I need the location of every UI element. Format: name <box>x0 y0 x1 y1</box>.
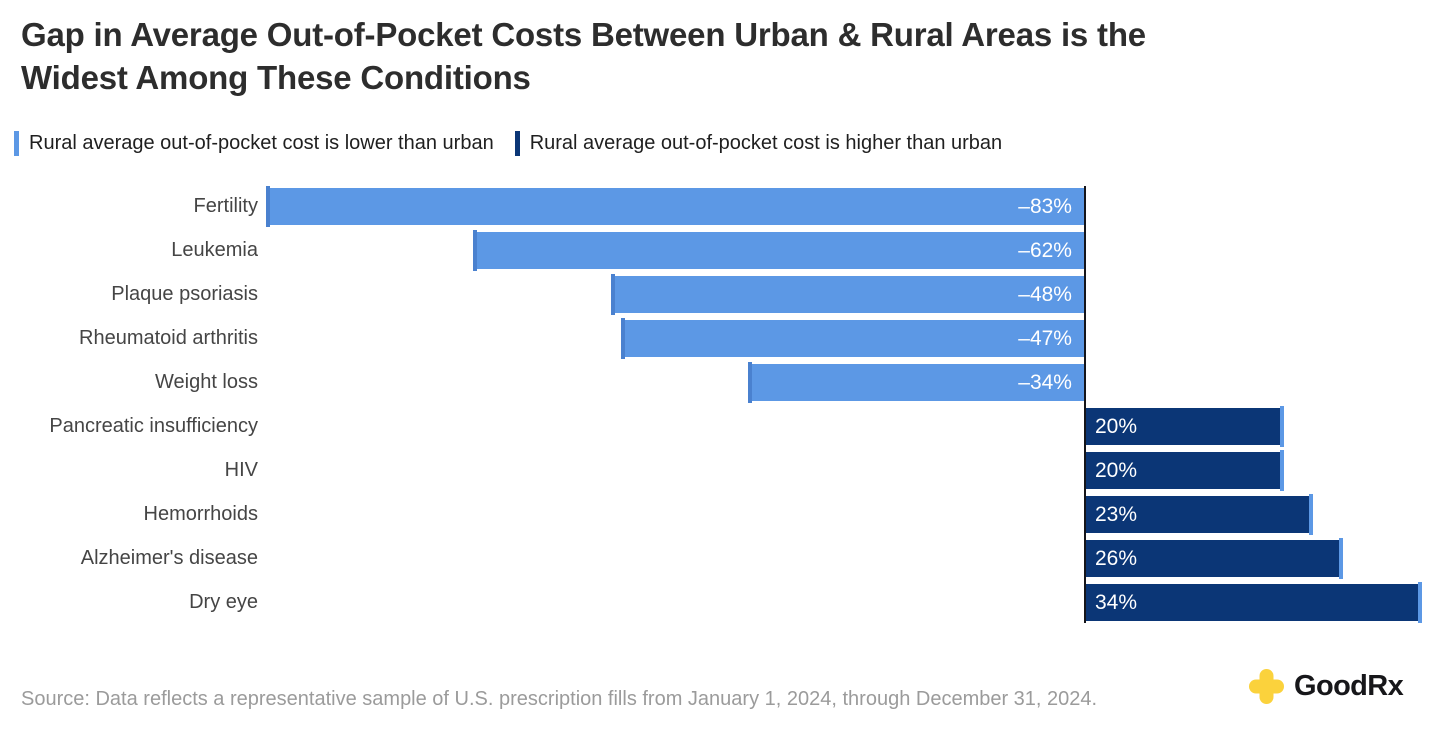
bar-value-label: –47% <box>1018 326 1072 350</box>
legend-item-lower: Rural average out-of-pocket cost is lowe… <box>14 131 494 156</box>
bar: 26% <box>1086 538 1343 579</box>
bar: –62% <box>472 230 1084 271</box>
bar-value-label: 34% <box>1095 590 1138 614</box>
bar-value-label: –48% <box>1018 282 1072 306</box>
bar: –34% <box>748 362 1084 403</box>
category-label: Dry eye <box>189 591 258 613</box>
legend-item-higher: Rural average out-of-pocket cost is high… <box>514 131 1003 156</box>
bar-end-cap <box>1338 538 1343 579</box>
bar-end-cap <box>472 230 477 271</box>
category-label: Hemorrhoids <box>143 503 258 525</box>
bar: –83% <box>266 186 1084 227</box>
bar-value-label: 23% <box>1095 502 1138 526</box>
bar-end-cap <box>620 318 625 359</box>
legend-label-lower: Rural average out-of-pocket cost is lowe… <box>29 132 494 154</box>
bar-value-label: 20% <box>1095 414 1138 438</box>
goodrx-logo: GoodRx <box>1246 666 1404 707</box>
category-label: Alzheimer's disease <box>80 547 258 569</box>
bar-end-cap <box>1279 450 1284 491</box>
bar: –48% <box>610 274 1084 315</box>
bar-end-cap <box>1279 406 1284 447</box>
bar: –47% <box>620 318 1084 359</box>
goodrx-cross-icon <box>1249 669 1284 704</box>
bar-end-cap <box>610 274 615 315</box>
category-label: Pancreatic insufficiency <box>49 415 258 437</box>
bar-value-label: –34% <box>1018 370 1072 394</box>
legend-marker-lower-icon <box>14 131 19 156</box>
bar-value-label: 20% <box>1095 458 1138 482</box>
bar-end-cap <box>1309 494 1314 535</box>
category-label: Leukemia <box>171 239 258 261</box>
category-label: Plaque psoriasis <box>111 283 258 305</box>
category-label: Fertility <box>193 195 258 217</box>
page-title-line-1: Gap in Average Out-of-Pocket Costs Betwe… <box>21 16 1146 53</box>
goodrx-wordmark: GoodRx <box>1294 670 1404 702</box>
bar: 20% <box>1086 450 1284 491</box>
category-label: Rheumatoid arthritis <box>79 327 258 349</box>
bar-end-cap <box>266 186 271 227</box>
legend: Rural average out-of-pocket cost is lowe… <box>14 131 1002 156</box>
bar-value-label: –83% <box>1018 194 1072 218</box>
page-title-line-2: Widest Among These Conditions <box>21 59 531 96</box>
bar: 20% <box>1086 406 1284 447</box>
bar-value-label: –62% <box>1018 238 1072 262</box>
source-note: Source: Data reflects a representative s… <box>21 688 1098 710</box>
bar: 23% <box>1086 494 1314 535</box>
legend-label-higher: Rural average out-of-pocket cost is high… <box>529 132 1003 154</box>
category-label: HIV <box>224 459 258 481</box>
bar-value-label: 26% <box>1095 546 1138 570</box>
page-title: Gap in Average Out-of-Pocket Costs Betwe… <box>21 13 1421 99</box>
category-label: Weight loss <box>154 371 258 393</box>
bar-end-cap <box>1417 582 1422 623</box>
legend-marker-higher-icon <box>514 131 520 156</box>
zero-baseline <box>1084 186 1086 623</box>
bar-end-cap <box>748 362 753 403</box>
bar: 34% <box>1086 582 1422 623</box>
